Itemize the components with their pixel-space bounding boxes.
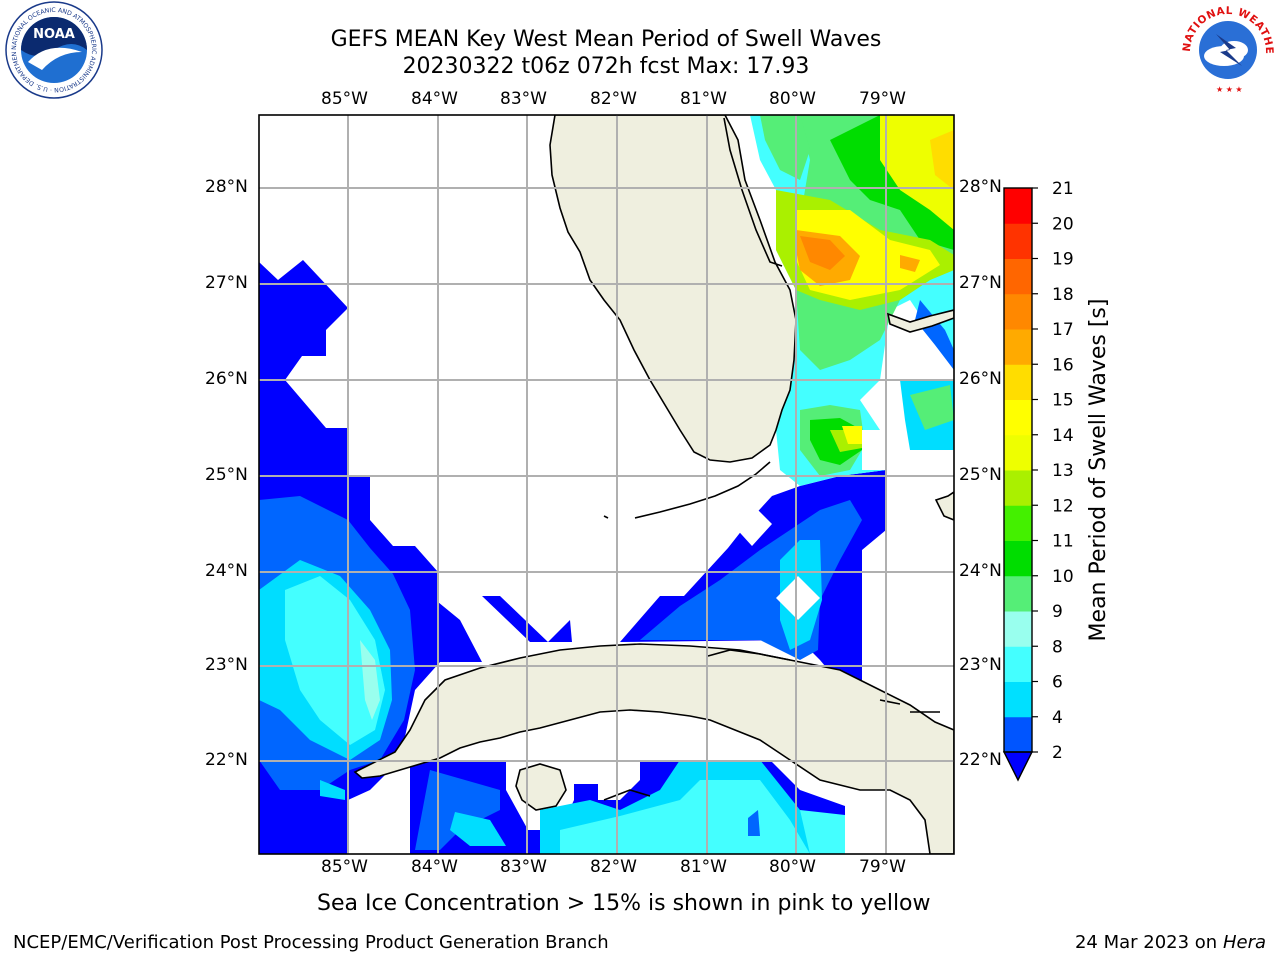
lon-label-bottom-81: 81°W (680, 857, 727, 877)
footer-date-text: 24 Mar 2023 on (1074, 932, 1218, 953)
colorbar-tick-label: 19 (1052, 250, 1074, 270)
colorbar-segment (1004, 505, 1032, 541)
colorbar-label: Mean Period of Swell Waves [s] (1086, 299, 1111, 642)
colorbar-segment (1004, 611, 1032, 647)
isle-of-youth (515, 763, 567, 811)
lon-label-bottom-82: 82°W (590, 857, 637, 877)
lat-label-right-24: 24°N (959, 561, 1002, 581)
colorbar-tick-label: 4 (1052, 708, 1063, 728)
colorbar-tick-label: 2 (1052, 743, 1063, 763)
colorbar-tick-label: 17 (1052, 320, 1074, 340)
colorbar-tick-label: 9 (1052, 602, 1063, 622)
lat-label-left-27: 27°N (205, 273, 248, 293)
coastline-details (603, 117, 940, 801)
colorbar-tick-label: 20 (1052, 214, 1074, 234)
lat-label-left-24: 24°N (205, 561, 248, 581)
colorbar-segment (1004, 364, 1032, 400)
lon-label-top-81: 81°W (680, 89, 727, 109)
cuba-landmass (353, 643, 954, 854)
noaa-logo-text: NOAA (33, 27, 75, 42)
colorbar-segment (1004, 540, 1032, 577)
lat-label-left-22: 22°N (205, 750, 248, 770)
colorbar-tick-label: 15 (1052, 391, 1074, 411)
graticule (259, 115, 954, 854)
lat-label-left-25: 25°N (205, 465, 248, 485)
colorbar-segment (1004, 646, 1032, 682)
lon-label-top-85: 85°W (321, 89, 368, 109)
footer-host: Hera (1222, 932, 1266, 953)
colorbar-segment (1004, 470, 1032, 506)
colorbar-tick-label: 6 (1052, 673, 1063, 693)
colorbar-tick-label: 21 (1052, 179, 1074, 199)
chart-title: GEFS MEAN Key West Mean Period of Swell … (256, 26, 956, 80)
colorbar-segment (1004, 399, 1032, 436)
lon-label-top-82: 82°W (590, 89, 637, 109)
title-line-1: GEFS MEAN Key West Mean Period of Swell … (330, 27, 882, 52)
colorbar-tick-label: 13 (1052, 461, 1074, 481)
lat-label-left-26: 26°N (205, 369, 248, 389)
lat-label-left-23: 23°N (205, 655, 248, 675)
colorbar-segments (1004, 188, 1032, 753)
footer-branch: NCEP/EMC/Verification Post Processing Pr… (13, 932, 609, 953)
colorbar-tick-label: 10 (1052, 567, 1074, 587)
colorbar-segment (1004, 716, 1032, 753)
sea-ice-caption: Sea Ice Concentration > 15% is shown in … (317, 891, 931, 916)
colorbar-tick-label: 14 (1052, 426, 1074, 446)
colorbar-tick-label: 8 (1052, 637, 1063, 657)
colorbar-segment (1004, 575, 1032, 612)
colorbar-tick-label: 18 (1052, 285, 1074, 305)
lat-label-right-23: 23°N (959, 655, 1002, 675)
andros-island (934, 491, 954, 521)
colorbar-tick-label: 11 (1052, 532, 1074, 552)
lat-label-right-27: 27°N (959, 273, 1002, 293)
lat-label-right-28: 28°N (959, 177, 1002, 197)
lon-label-bottom-79: 79°W (859, 857, 906, 877)
colorbar-segment (1004, 434, 1032, 471)
lon-label-bottom-80: 80°W (769, 857, 816, 877)
colorbar-ticks: 21 20 19 18 17 16 15 14 13 12 11 10 9 8 6 4 2 (1032, 179, 1074, 763)
lon-label-top-80: 80°W (769, 89, 816, 109)
lat-label-right-25: 25°N (959, 465, 1002, 485)
nws-logo: NATIONAL WEATHER SERVICE ★ ★ ★ (1176, 0, 1275, 94)
colorbar-segment (1004, 329, 1032, 365)
footer-date: 24 Mar 2023 on Hera (1075, 932, 1266, 953)
land-masses (353, 115, 954, 854)
noaa-logo: NATIONAL OCEANIC AND ATMOSPHERIC ADMINIS… (2, 0, 103, 99)
lon-label-bottom-84: 84°W (411, 857, 458, 877)
lat-label-left-28: 28°N (205, 177, 248, 197)
lon-label-top-84: 84°W (411, 89, 458, 109)
colorbar-extend-triangle (1002, 751, 1034, 782)
lon-label-top-79: 79°W (859, 89, 906, 109)
swell-period-field (259, 115, 954, 854)
lon-label-bottom-85: 85°W (321, 857, 368, 877)
lon-label-top-83: 83°W (500, 89, 547, 109)
florida-landmass (549, 115, 797, 463)
grand-bahama (886, 309, 954, 333)
colorbar-tick-label: 16 (1052, 355, 1074, 375)
colorbar-segment (1004, 188, 1032, 224)
lat-label-right-26: 26°N (959, 369, 1002, 389)
lat-label-right-22: 22°N (959, 750, 1002, 770)
colorbar-segment (1004, 258, 1032, 295)
colorbar: 21 20 19 18 17 16 15 14 13 12 11 10 9 8 6 4 2 Mean Perio… (1002, 179, 1111, 782)
title-line-2: 20230322 t06z 072h fcst Max: 17.93 (402, 54, 810, 79)
lon-label-bottom-83: 83°W (500, 857, 547, 877)
svg-text:★ ★ ★: ★ ★ ★ (1216, 85, 1243, 94)
colorbar-tick-label: 12 (1052, 496, 1074, 516)
colorbar-segment (1004, 293, 1032, 330)
colorbar-segment (1004, 223, 1032, 259)
colorbar-segment (1004, 681, 1032, 718)
map-frame (258, 114, 955, 855)
